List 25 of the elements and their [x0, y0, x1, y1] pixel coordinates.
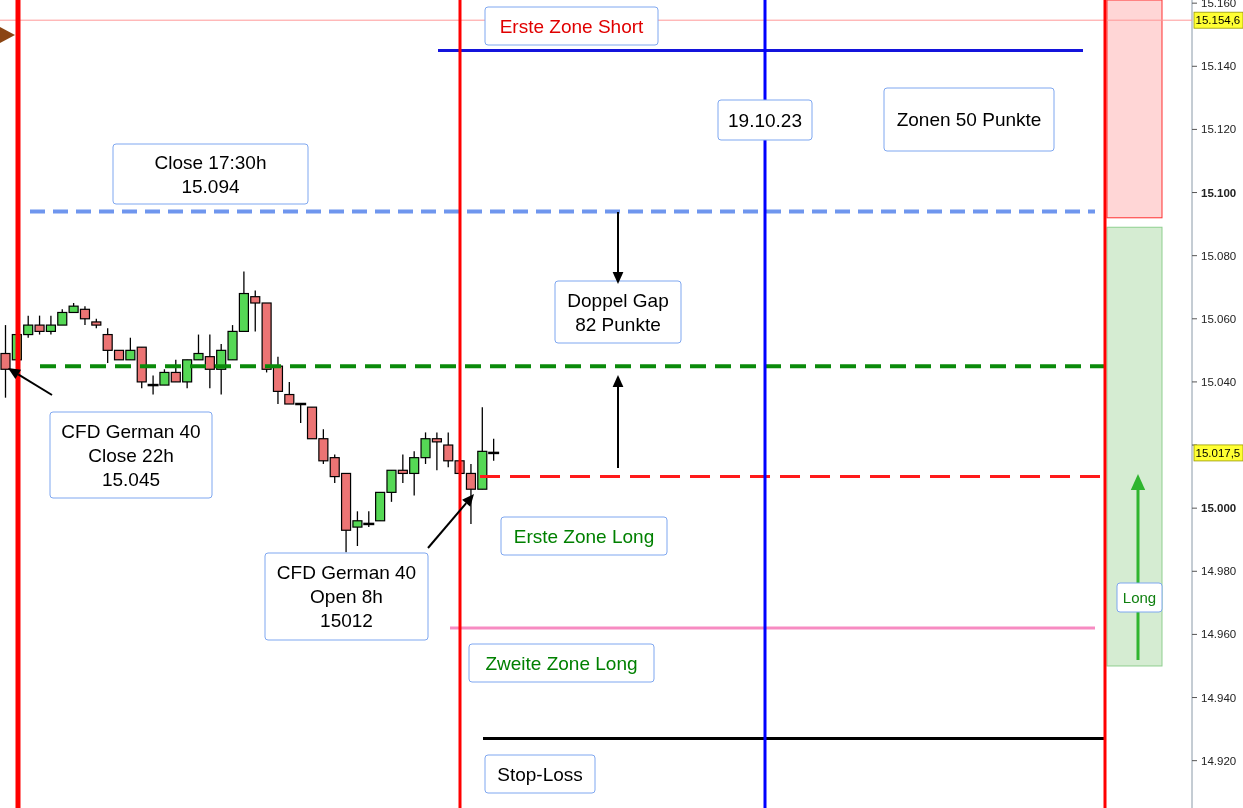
y-tick-label: 15.060 — [1201, 312, 1237, 325]
band-label: Long — [1122, 588, 1157, 606]
ref-line-label: Zweite Zone Long — [485, 652, 638, 674]
ref-line-label: Close 17:30h 15.094 — [154, 151, 267, 197]
y-tick-label: 15.160 — [1201, 0, 1237, 10]
y-tick-label: 14.980 — [1201, 565, 1237, 578]
ref-line-label: 15.154,6 — [1195, 14, 1241, 27]
ref-line-label: CFD German 40 Close 22h 15.045 — [61, 420, 201, 490]
text: 15.017,5 — [1195, 446, 1241, 459]
annotation: Doppel Gap 82 Punkte — [567, 289, 669, 335]
annotation: CFD German 40 Open 8h 15012 — [276, 562, 417, 632]
y-tick-label: 15.040 — [1201, 375, 1237, 388]
y-tick-label: 14.940 — [1201, 691, 1237, 704]
annotation: 19.10.23 — [728, 109, 802, 131]
y-tick-label: 15.000 — [1201, 502, 1237, 515]
y-tick-label: 15.100 — [1201, 186, 1237, 199]
y-tick-label: 14.920 — [1201, 754, 1237, 767]
annotation: Zonen 50 Punkte — [896, 109, 1042, 131]
ref-line-label: Stop-Loss — [497, 763, 583, 785]
y-tick-label: 15.120 — [1201, 123, 1237, 136]
y-tick-label: 14.960 — [1201, 628, 1237, 641]
ref-line-label: Erste Zone Short — [499, 15, 645, 37]
y-tick-label: 15.140 — [1201, 60, 1237, 73]
y-tick-label: 15.080 — [1201, 249, 1237, 262]
ref-line-label: Erste Zone Long — [513, 525, 655, 547]
